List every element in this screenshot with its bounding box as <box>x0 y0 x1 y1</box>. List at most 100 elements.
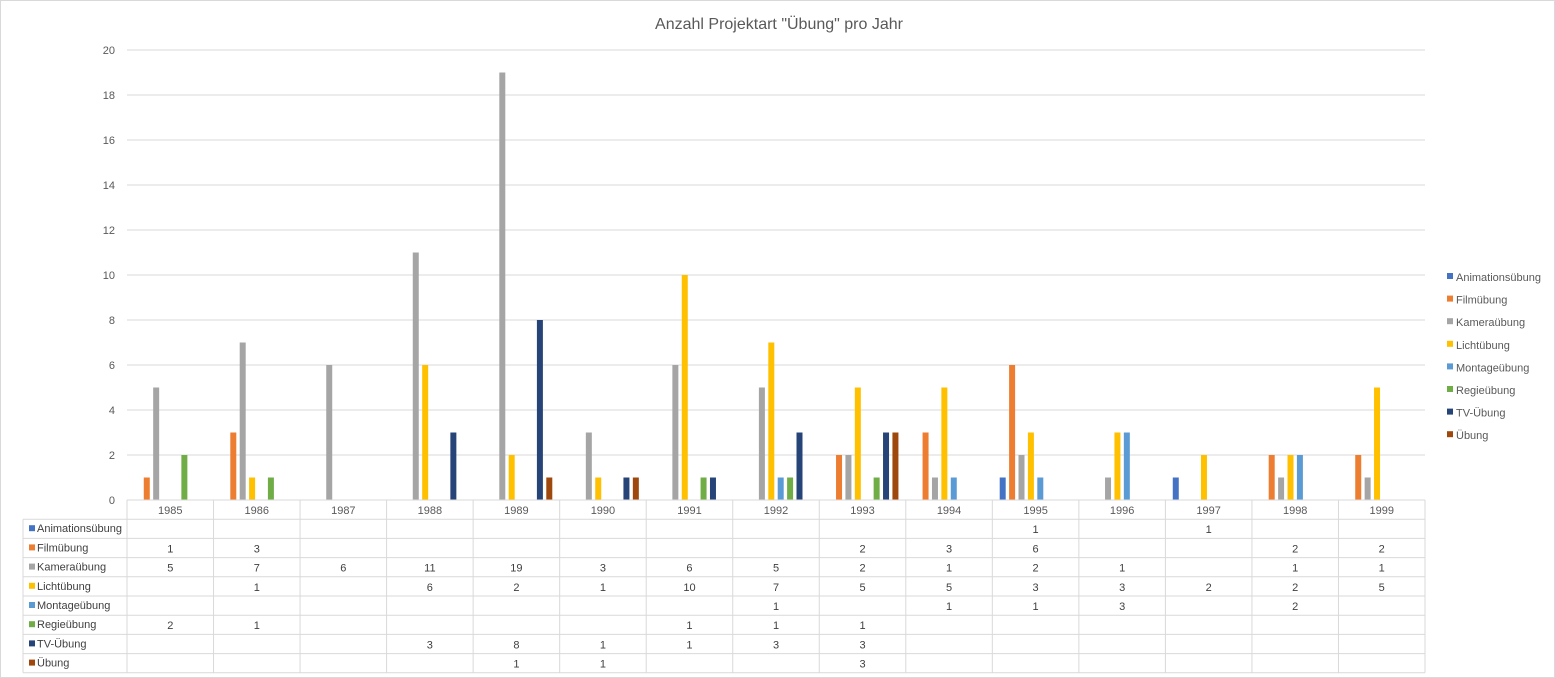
data-label: 8 <box>513 639 519 651</box>
bar <box>672 365 679 500</box>
data-label: 5 <box>773 563 779 575</box>
table-series-name: Filmübung <box>37 542 88 554</box>
data-label: 6 <box>686 563 692 575</box>
bar <box>1355 455 1362 500</box>
data-label: 1 <box>859 620 865 632</box>
legend-label: Übung <box>1456 430 1488 442</box>
bar <box>854 387 861 500</box>
y-tick-label: 10 <box>103 270 115 282</box>
bar <box>239 342 246 500</box>
x-tick-label: 1991 <box>677 505 701 517</box>
data-label: 1 <box>600 639 606 651</box>
bar <box>326 365 333 500</box>
table-legend-key <box>29 582 35 589</box>
data-label: 10 <box>683 582 695 594</box>
data-label: 5 <box>859 582 865 594</box>
data-label: 1 <box>513 659 519 671</box>
legend-label: TV-Übung <box>1456 408 1506 420</box>
chart-title: Anzahl Projektart "Übung" pro Jahr <box>655 15 904 33</box>
data-label: 1 <box>1033 524 1039 536</box>
table-series-name: Animationsübung <box>37 523 122 535</box>
legend-swatch <box>1447 318 1453 325</box>
data-label: 5 <box>946 582 952 594</box>
table-series-name: Übung <box>37 658 69 670</box>
data-label: 1 <box>1033 601 1039 613</box>
legend-label: Montageübung <box>1456 362 1529 374</box>
data-label: 7 <box>773 582 779 594</box>
bar <box>1027 432 1034 500</box>
x-tick-label: 1999 <box>1369 505 1393 517</box>
bar <box>508 455 515 500</box>
legend-label: Filmübung <box>1456 295 1507 307</box>
bar <box>873 477 880 500</box>
table-legend-key <box>29 640 35 647</box>
bar <box>700 477 707 500</box>
table-legend-key <box>29 621 35 628</box>
bar <box>950 477 957 500</box>
bar <box>412 252 419 500</box>
bar <box>768 342 775 500</box>
legend-label: Kameraübung <box>1456 317 1525 329</box>
bar <box>585 432 592 500</box>
bar <box>1114 432 1121 500</box>
bar <box>758 387 765 500</box>
data-label: 7 <box>254 563 260 575</box>
data-label: 2 <box>167 620 173 632</box>
data-label: 2 <box>859 543 865 555</box>
data-label: 5 <box>167 563 173 575</box>
data-label: 3 <box>600 563 606 575</box>
data-label: 2 <box>1379 543 1385 555</box>
y-tick-label: 8 <box>109 315 115 327</box>
data-label: 3 <box>1033 582 1039 594</box>
data-label: 2 <box>1033 563 1039 575</box>
x-tick-label: 1985 <box>158 505 182 517</box>
data-label: 6 <box>427 582 433 594</box>
table-series-name: TV-Übung <box>37 638 87 650</box>
data-label: 2 <box>1206 582 1212 594</box>
bar <box>892 432 899 500</box>
bar <box>777 477 784 500</box>
legend: Animationsübung Filmübung Kameraübung Licht… <box>1447 272 1541 442</box>
bar <box>845 455 852 500</box>
bar <box>1172 477 1179 500</box>
data-label: 1 <box>773 620 779 632</box>
legend-swatch <box>1447 295 1453 302</box>
legend-swatch <box>1447 363 1453 370</box>
legend-swatch <box>1447 386 1453 392</box>
data-label: 1 <box>946 563 952 575</box>
bar <box>883 432 890 500</box>
legend-swatch <box>1447 431 1453 438</box>
y-tick-label: 12 <box>103 225 115 237</box>
x-tick-label: 1994 <box>937 505 961 517</box>
data-label: 1 <box>1292 563 1298 575</box>
data-label: 6 <box>340 563 346 575</box>
data-label: 1 <box>773 601 779 613</box>
bar <box>499 72 506 500</box>
bar <box>595 477 602 500</box>
bar <box>681 275 688 500</box>
bar <box>153 387 160 500</box>
bar <box>836 455 843 500</box>
bar <box>1200 455 1207 500</box>
bar <box>1123 432 1130 500</box>
data-label: 1 <box>946 601 952 613</box>
data-label: 1 <box>167 543 173 555</box>
x-tick-label: 1996 <box>1110 505 1134 517</box>
y-tick-label: 2 <box>109 450 115 462</box>
bar <box>1374 387 1381 500</box>
bar <box>623 477 630 500</box>
data-label: 11 <box>424 563 435 575</box>
y-tick-label: 16 <box>103 135 115 147</box>
data-label: 1 <box>1379 563 1385 575</box>
bar <box>1009 365 1016 500</box>
data-label: 1 <box>600 659 606 671</box>
legend-label: Lichtübung <box>1456 340 1510 352</box>
data-label: 3 <box>1119 582 1125 594</box>
bar <box>267 477 274 500</box>
bar <box>422 365 429 500</box>
bar <box>1268 455 1275 500</box>
bar <box>941 387 948 500</box>
bar <box>922 432 929 500</box>
data-table: 1985 1986 1987 1988 1989 1990 1991 1992 1993 1994… <box>22 499 1426 674</box>
